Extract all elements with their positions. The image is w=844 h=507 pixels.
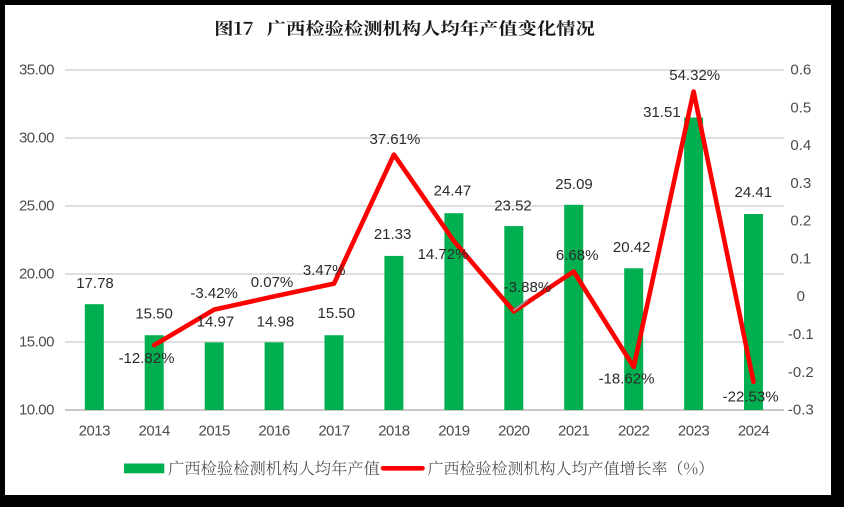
svg-text:-0.1: -0.1 (788, 326, 814, 343)
svg-text:-3.88%: -3.88% (504, 279, 552, 296)
svg-text:2022: 2022 (618, 422, 650, 439)
svg-text:3.47%: 3.47% (303, 262, 346, 279)
svg-text:0.07%: 0.07% (251, 274, 294, 291)
svg-text:0.2: 0.2 (790, 213, 811, 230)
svg-text:2024: 2024 (738, 422, 770, 439)
svg-text:15.50: 15.50 (318, 305, 356, 322)
svg-text:37.61%: 37.61% (369, 131, 420, 148)
svg-text:2013: 2013 (79, 422, 111, 439)
svg-text:23.52: 23.52 (494, 198, 532, 215)
svg-text:20.00: 20.00 (19, 266, 54, 283)
svg-text:21.33: 21.33 (374, 226, 412, 243)
svg-text:14.72%: 14.72% (418, 246, 469, 263)
svg-text:0.1: 0.1 (790, 250, 811, 267)
svg-text:14.98: 14.98 (257, 313, 295, 330)
svg-text:0.6: 0.6 (790, 62, 811, 79)
svg-text:0.3: 0.3 (790, 175, 811, 192)
svg-text:35.00: 35.00 (19, 62, 54, 79)
svg-text:-18.62%: -18.62% (599, 370, 655, 387)
svg-text:2023: 2023 (678, 422, 710, 439)
svg-text:24.47: 24.47 (434, 183, 472, 200)
svg-text:15.50: 15.50 (135, 306, 173, 323)
svg-text:10.00: 10.00 (19, 402, 54, 419)
svg-text:17.78: 17.78 (76, 275, 114, 292)
svg-text:2016: 2016 (258, 422, 290, 439)
svg-text:0: 0 (797, 288, 805, 305)
svg-text:-12.82%: -12.82% (119, 350, 175, 367)
svg-text:25.09: 25.09 (555, 176, 593, 193)
svg-text:14.97: 14.97 (197, 313, 235, 330)
svg-text:20.42: 20.42 (613, 239, 651, 256)
svg-text:2018: 2018 (378, 422, 410, 439)
svg-text:2019: 2019 (438, 422, 470, 439)
svg-text:2021: 2021 (558, 422, 590, 439)
svg-text:-22.53%: -22.53% (723, 389, 779, 406)
svg-text:-0.3: -0.3 (788, 402, 814, 419)
svg-text:2014: 2014 (139, 422, 171, 439)
svg-text:25.00: 25.00 (19, 198, 54, 215)
svg-text:2017: 2017 (318, 422, 350, 439)
svg-text:30.00: 30.00 (19, 130, 54, 147)
svg-text:6.68%: 6.68% (556, 247, 599, 264)
svg-text:0.4: 0.4 (790, 137, 811, 154)
svg-text:-3.42%: -3.42% (190, 285, 238, 302)
svg-text:0.5: 0.5 (790, 99, 811, 116)
svg-text:24.41: 24.41 (735, 184, 773, 201)
svg-text:2020: 2020 (498, 422, 530, 439)
svg-text:15.00: 15.00 (19, 334, 54, 351)
svg-text:-0.2: -0.2 (788, 364, 814, 381)
svg-text:31.51: 31.51 (643, 104, 681, 121)
svg-text:2015: 2015 (199, 422, 231, 439)
svg-text:54.32%: 54.32% (669, 67, 720, 84)
